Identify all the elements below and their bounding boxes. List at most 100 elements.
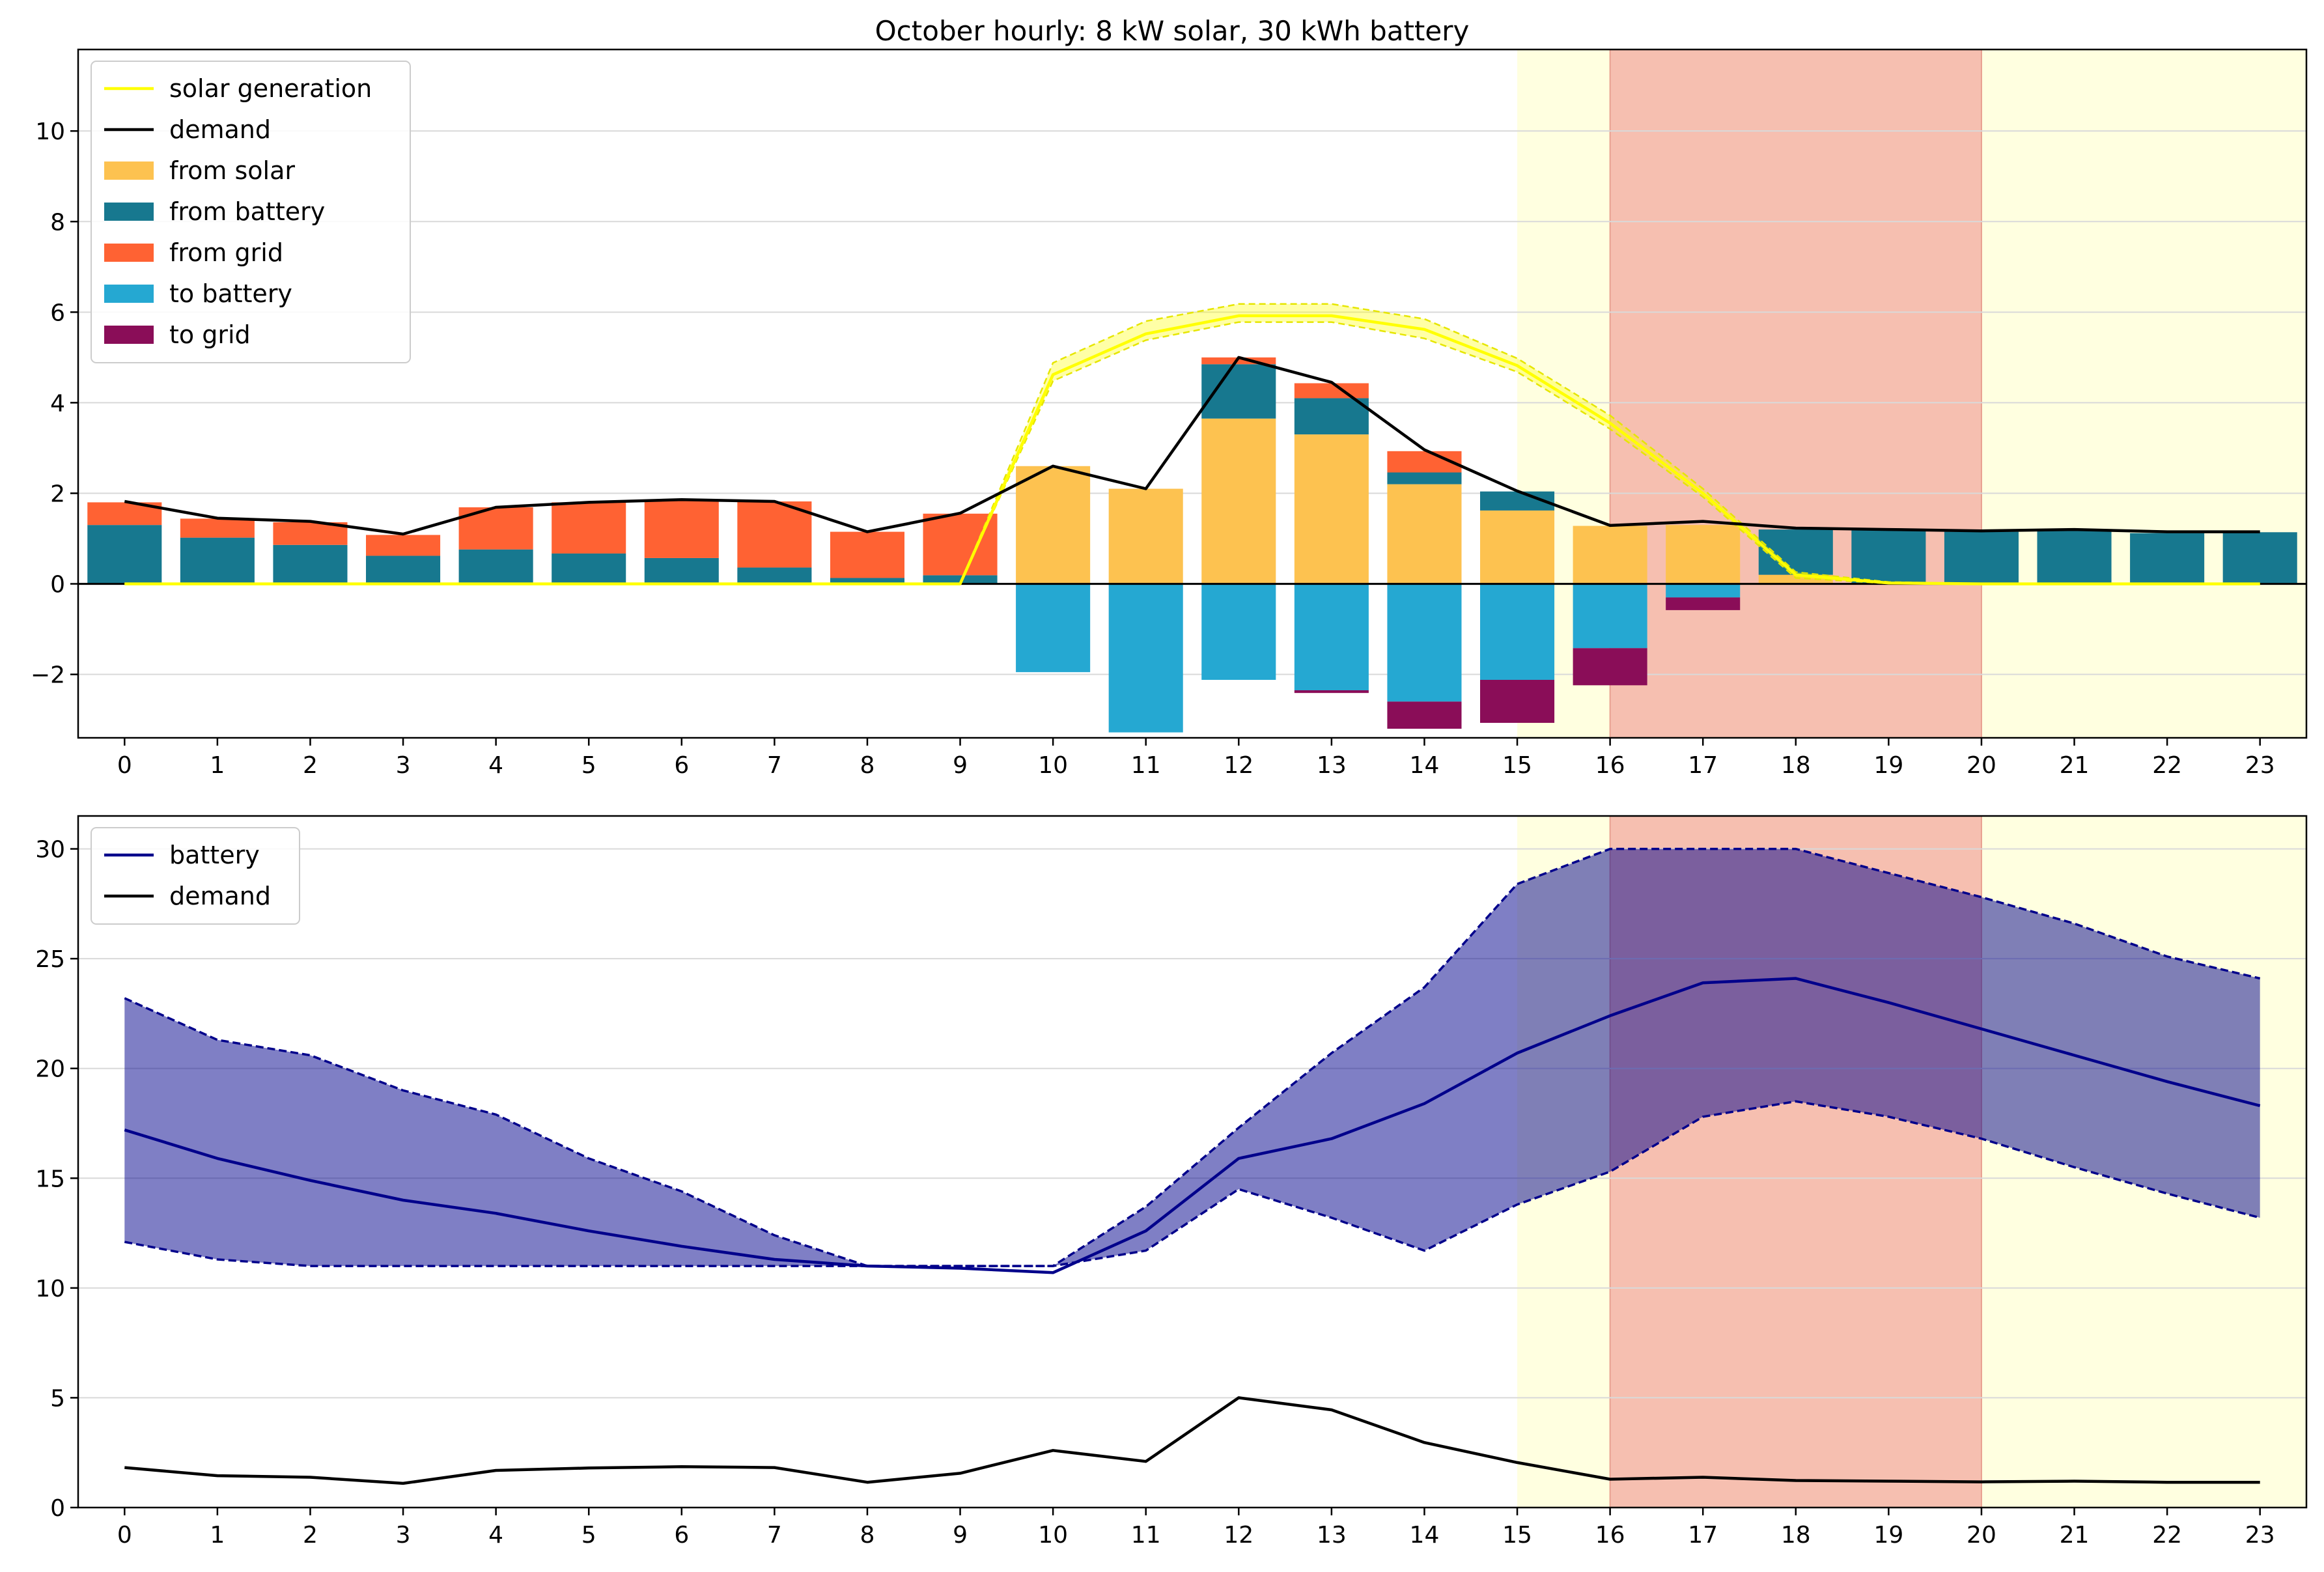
x-tick-label: 11 (1131, 1522, 1161, 1549)
x-tick-label: 6 (674, 752, 689, 779)
x-tick-label: 16 (1595, 1522, 1625, 1549)
x-tick-label: 12 (1224, 752, 1253, 779)
x-tick-label: 10 (1038, 752, 1068, 779)
x-tick-label: 18 (1781, 752, 1811, 779)
bar-from-battery-23 (2222, 532, 2297, 584)
peak-shaded-region (1610, 49, 1981, 738)
y-tick-label: 10 (35, 1276, 65, 1302)
bar-from-battery-1 (180, 537, 255, 584)
bar-from-grid-7 (737, 501, 812, 568)
x-tick-label: 7 (767, 752, 782, 779)
bar-to-grid-13 (1294, 690, 1369, 694)
bar-to-grid-14 (1387, 701, 1462, 729)
x-tick-label: 17 (1688, 752, 1718, 779)
bar-from-battery-12 (1201, 364, 1276, 419)
bar-from-grid-1 (180, 518, 255, 538)
y-tick-label: 10 (35, 119, 65, 145)
x-tick-label: 16 (1595, 752, 1625, 779)
bar-to-battery-16 (1573, 583, 1647, 649)
bar-from-battery-3 (366, 555, 441, 584)
bar-to-battery-12 (1201, 583, 1276, 680)
bar-from-battery-21 (2037, 531, 2112, 584)
bar-from-grid-3 (366, 535, 441, 556)
bar-from-solar-13 (1294, 434, 1369, 584)
bar-from-grid-5 (552, 502, 626, 554)
x-tick-label: 3 (396, 1522, 411, 1549)
bar-from-grid-12 (1201, 357, 1276, 365)
battery-range-band (124, 849, 2260, 1267)
x-tick-label: 7 (767, 1522, 782, 1549)
legend-label-solar-generation: solar generation (169, 74, 372, 103)
x-tick-label: 19 (1873, 1522, 1903, 1549)
y-tick-label: 0 (50, 1495, 65, 1522)
x-tick-label: 23 (2245, 1522, 2275, 1549)
bar-from-battery-20 (1944, 531, 2019, 584)
axes-frame (77, 48, 2308, 739)
x-tick-label: 22 (2152, 752, 2182, 779)
x-tick-label: 1 (210, 752, 225, 779)
x-tick-label: 2 (303, 752, 318, 779)
legend-label-to-grid: to grid (169, 320, 251, 349)
legend-swatch-to-grid (104, 326, 154, 344)
y-tick-label: 30 (35, 837, 65, 863)
bar-from-battery-2 (273, 544, 348, 584)
bar-from-battery-9 (923, 575, 998, 584)
x-tick-label: 5 (581, 752, 596, 779)
x-tick-label: 20 (1967, 1522, 1996, 1549)
legend-box (91, 827, 300, 925)
legend-swatch-to-battery (104, 285, 154, 303)
legend-label-from-solar: from solar (169, 156, 295, 185)
x-tick-label: 11 (1131, 752, 1161, 779)
y-tick-label: 6 (50, 300, 65, 326)
x-tick-label: 10 (1038, 1522, 1068, 1549)
x-tick-label: 14 (1410, 752, 1440, 779)
bar-to-battery-14 (1387, 583, 1462, 702)
demand-line (124, 356, 2260, 536)
legend-swatch-from-battery (104, 203, 154, 221)
x-tick-label: 14 (1410, 1522, 1440, 1549)
battery-max-dashed-line (124, 847, 2261, 1267)
bar-from-battery-7 (737, 567, 812, 584)
x-tick-label: 0 (117, 1522, 132, 1549)
legend-label-from-battery: from battery (169, 197, 325, 226)
y-tick-label: 8 (50, 209, 65, 236)
bar-from-battery-0 (87, 525, 162, 584)
x-tick-label: 21 (2060, 1522, 2090, 1549)
chart-title: October hourly: 8 kW solar, 30 kWh batte… (875, 15, 1470, 47)
bar-from-solar-11 (1108, 488, 1183, 584)
bar-from-grid-8 (830, 531, 904, 578)
x-tick-label: 13 (1317, 752, 1347, 779)
x-tick-label: 0 (117, 752, 132, 779)
legend-label-from-grid: from grid (169, 238, 283, 267)
x-tick-label: 4 (488, 752, 503, 779)
x-tick-label: 23 (2245, 752, 2275, 779)
x-tick-label: 17 (1688, 1522, 1718, 1549)
x-tick-label: 9 (953, 1522, 968, 1549)
x-tick-label: 6 (674, 1522, 689, 1549)
x-tick-label: 20 (1967, 752, 1996, 779)
x-tick-label: 4 (488, 1522, 503, 1549)
legend: solar generation demand from solar from bat… (91, 61, 411, 363)
bar-from-solar-17 (1666, 525, 1741, 584)
bar-from-battery-5 (552, 553, 626, 584)
legend: battery demand (91, 827, 300, 925)
legend-label-demand: demand (169, 115, 271, 144)
legend-label-battery: battery (169, 841, 260, 869)
x-tick-label: 1 (210, 1522, 225, 1549)
bar-from-grid-6 (644, 499, 719, 558)
x-tick-label: 18 (1781, 1522, 1811, 1549)
x-tick-label: 22 (2152, 1522, 2182, 1549)
x-tick-label: 13 (1317, 1522, 1347, 1549)
bar-to-battery-13 (1294, 583, 1369, 690)
demand-line (124, 1396, 2260, 1485)
plot-area (78, 49, 2306, 738)
bar-to-battery-15 (1480, 583, 1555, 680)
y-tick-label: 0 (50, 572, 65, 598)
legend-label-demand: demand (169, 882, 271, 910)
battery-line (124, 977, 2261, 1274)
x-tick-label: 8 (860, 1522, 875, 1549)
x-tick-label: 3 (396, 752, 411, 779)
